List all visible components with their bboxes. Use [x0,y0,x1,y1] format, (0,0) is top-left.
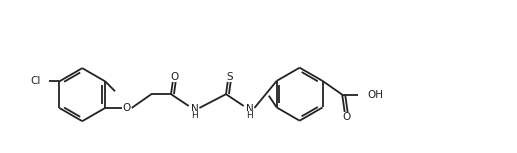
Text: N: N [191,104,199,114]
Text: O: O [171,71,179,82]
Text: N: N [246,104,253,114]
Text: H: H [246,111,253,120]
Text: H: H [191,111,198,120]
Text: OH: OH [368,90,384,100]
Text: S: S [226,71,233,82]
Text: Cl: Cl [31,76,41,86]
Text: O: O [123,103,131,113]
Text: O: O [342,112,351,122]
